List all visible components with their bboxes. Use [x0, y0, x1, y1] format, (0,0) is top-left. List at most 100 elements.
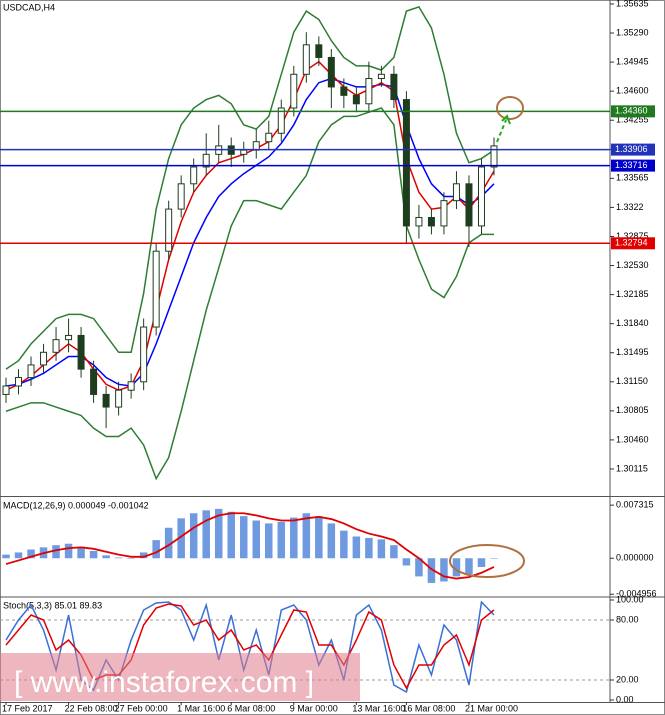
macd-bar: [402, 558, 411, 566]
candle-body: [315, 44, 323, 58]
candle-body: [190, 166, 198, 185]
x-tick-label: 9 Mar 00:00: [290, 703, 338, 713]
macd-bar: [365, 537, 373, 559]
macd-bar: [152, 540, 160, 559]
candle-body: [2, 385, 10, 395]
candle-body: [15, 377, 23, 387]
price-level-box: [611, 237, 655, 250]
candle-body: [440, 200, 448, 227]
y-tick-label: 1.30460: [616, 434, 649, 444]
y-tick-label: 1.32875: [616, 231, 649, 241]
y-tick-label: 1.31495: [616, 347, 649, 357]
y-tick-label: 1.32530: [616, 260, 649, 270]
price-level-label: 1.34360: [615, 106, 648, 116]
macd-bar: [277, 521, 286, 559]
macd-bar: [452, 558, 461, 577]
panel-title: MACD(12,26,9) 0.000049 -0.001042: [3, 500, 149, 510]
indicator-line: [5, 512, 495, 580]
candle-body: [90, 368, 98, 395]
target-circle: [496, 96, 524, 120]
x-tick-label: 22 Feb 08:00: [65, 703, 118, 713]
macd-bar: [415, 558, 423, 577]
y-tick-label: 20.00: [616, 674, 639, 684]
y-tick-label: 80.00: [616, 614, 639, 624]
panel-title: USDCAD,H4: [3, 2, 55, 12]
macd-bar: [52, 545, 60, 559]
macd-bar: [14, 552, 23, 559]
macd-bar: [77, 546, 85, 559]
candle-body: [202, 153, 210, 168]
candle-body: [427, 217, 435, 227]
candle-body: [115, 389, 123, 408]
macd-bar: [302, 513, 311, 559]
y-tick-label: 0.007315: [616, 500, 654, 510]
x-tick-label: 17 Feb 2017: [2, 703, 53, 713]
macd-bar: [427, 558, 436, 583]
candle-body: [240, 149, 248, 155]
candle-body: [327, 56, 335, 88]
arrow-head: [501, 114, 511, 125]
y-tick-label: 1.35290: [616, 27, 649, 37]
y-tick-label: 1.34255: [616, 115, 649, 125]
macd-bar: [177, 518, 185, 559]
macd-bar: [227, 511, 235, 559]
y-tick-label: 1.35635: [616, 0, 649, 8]
indicator-line: [5, 6, 495, 370]
y-tick-label: 1.33565: [616, 173, 649, 183]
macd-bar: [465, 558, 473, 575]
price-level-box: [611, 159, 655, 172]
macd-bar: [189, 513, 198, 559]
macd-bar: [64, 543, 73, 559]
macd-bar: [114, 557, 123, 559]
candle-body: [177, 183, 185, 210]
macd-bar: [2, 554, 10, 559]
candle-body: [77, 334, 85, 370]
macd-bar: [315, 516, 323, 559]
x-tick-label: 16 Mar 08:00: [402, 703, 455, 713]
price-level-label: 1.32794: [615, 238, 648, 248]
watermark: [ www.instaforex.com ]: [0, 653, 360, 701]
candle-body: [65, 334, 73, 341]
candle-body: [40, 351, 48, 366]
macd-bar: [327, 523, 336, 559]
macd-bar: [490, 558, 498, 559]
candle-body: [352, 94, 360, 105]
candle-body: [452, 183, 460, 202]
candle-body: [290, 73, 298, 109]
x-tick-label: 1 Mar 16:00: [177, 703, 225, 713]
price-level-label: 1.33716: [615, 160, 648, 170]
macd-bar: [252, 520, 261, 559]
candle-body: [402, 99, 410, 227]
macd-bar: [377, 539, 386, 559]
macd-bar: [27, 549, 35, 559]
forecast-arrow: [496, 119, 507, 143]
candle-body: [102, 393, 110, 408]
candle-body: [252, 141, 260, 151]
candle-body: [340, 86, 348, 96]
macd-bar: [202, 510, 210, 559]
candle-body: [127, 381, 135, 391]
y-tick-label: 1.30805: [616, 405, 649, 415]
y-tick-label: 1.34600: [616, 86, 649, 96]
candle-body: [140, 326, 148, 383]
macd-bar: [340, 530, 348, 559]
y-tick-label: 1.31150: [616, 376, 648, 386]
macd-bar: [390, 545, 398, 559]
macd-bar: [440, 558, 448, 582]
x-tick-label: 6 Mar 08:00: [227, 703, 275, 713]
watermark-band: [0, 653, 360, 701]
macd-bar: [239, 516, 248, 559]
macd-bar: [214, 508, 223, 559]
x-tick-label: 21 Mar 00:00: [465, 703, 518, 713]
x-tick-label: 13 Mar 16:00: [352, 703, 405, 713]
panel-title: Stoch(5,3,3) 85.01 89.83: [3, 600, 102, 610]
price-level-label: 1.33906: [615, 144, 648, 154]
candle-body: [265, 132, 273, 143]
y-tick-label: 0.00: [616, 694, 634, 704]
y-tick-label: 1.34945: [616, 56, 649, 66]
candle-body: [52, 339, 60, 353]
macd-bar: [477, 558, 486, 567]
